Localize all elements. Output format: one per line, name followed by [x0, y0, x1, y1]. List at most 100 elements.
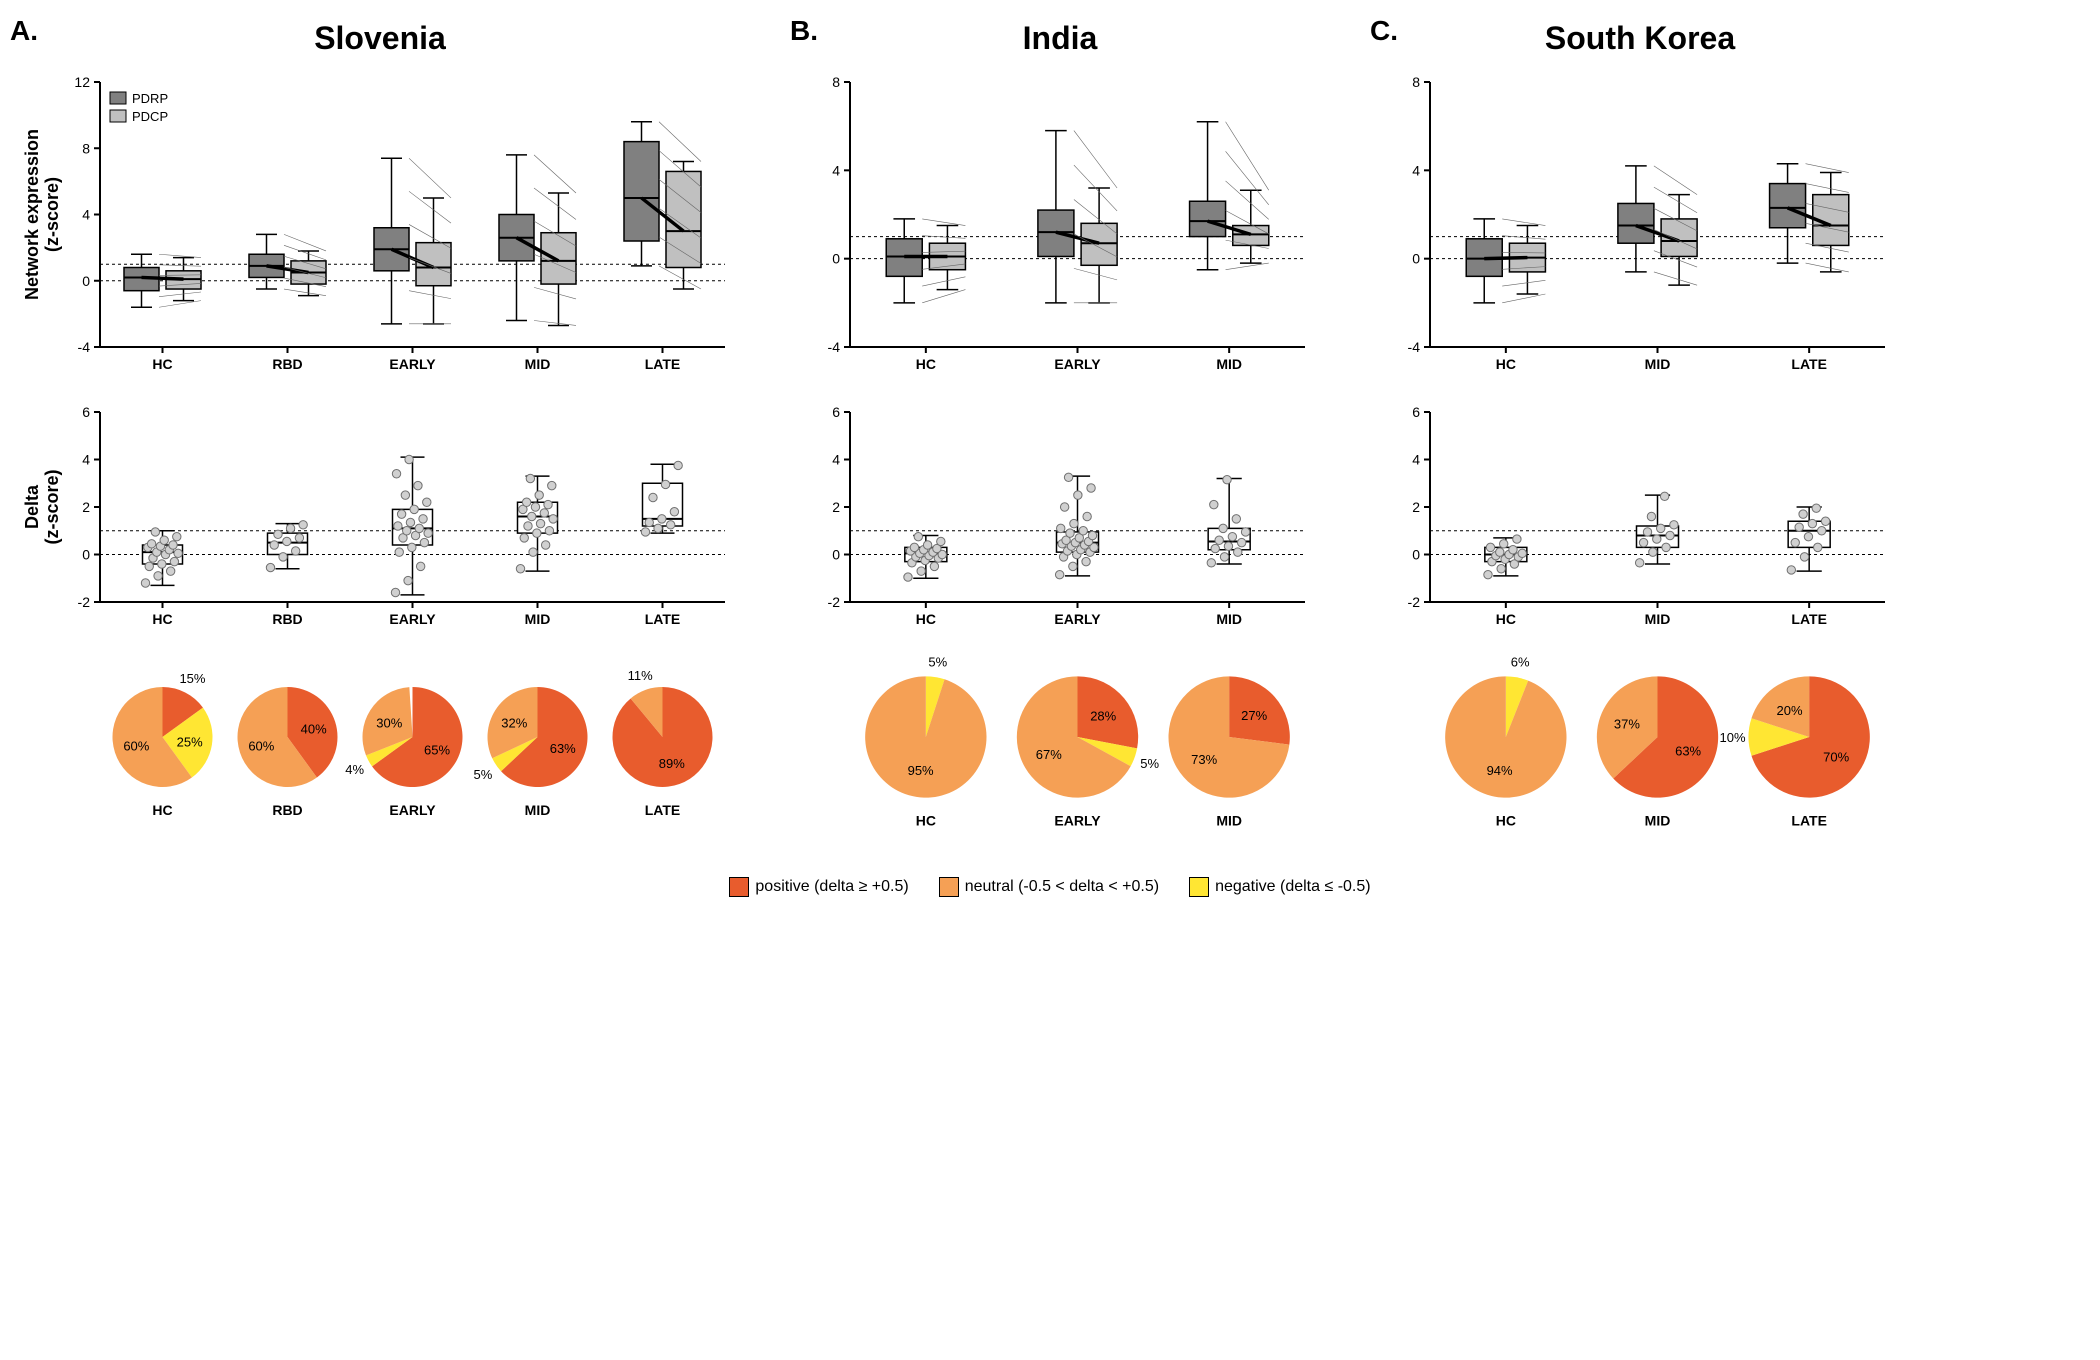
panel-A-boxplot: A.Slovenia-404812HCRBDEARLYMIDLATENetwor…	[20, 20, 740, 392]
legend-bottom: positive (delta ≥ +0.5)neutral (-0.5 < d…	[20, 877, 2080, 897]
svg-text:8: 8	[832, 74, 840, 90]
row-deltaplots: -2 0 2 4 6 HC RBD EARLY MID LATE Delta(z-score) -2 0…	[20, 402, 2080, 647]
svg-text:0: 0	[832, 251, 840, 267]
legend-label: negative (delta ≤ -0.5)	[1215, 878, 1371, 896]
row-pies: 15% 25% 60% HC 40% 60% RBD 65% 4% 30% EARLY 63% 5% 32…	[20, 657, 2080, 852]
svg-text:6: 6	[1412, 404, 1420, 420]
svg-text:Network expression: Network expression	[22, 129, 42, 300]
svg-text:PDRP: PDRP	[132, 91, 168, 106]
figure: A.Slovenia-404812HCRBDEARLYMIDLATENetwor…	[20, 20, 2080, 897]
svg-text:63%: 63%	[1675, 743, 1701, 758]
svg-text:8: 8	[1412, 74, 1420, 90]
legend-swatch	[939, 877, 959, 897]
svg-text:0: 0	[82, 273, 90, 289]
panel-label: B.	[790, 15, 818, 47]
panel-A-pies: 15%25%60%HC40%60%RBD65%4%30%EARLY63%5%32…	[20, 657, 740, 852]
svg-text:EARLY: EARLY	[389, 356, 436, 372]
svg-text:0: 0	[832, 547, 840, 563]
panel-B-delta: -20246HCEARLYMID	[800, 402, 1320, 647]
legend-label: positive (delta ≥ +0.5)	[755, 878, 908, 896]
delta-svg: -20246HCEARLYMID	[800, 402, 1320, 642]
panel-C-pies: 6% 94% HC 63% 37% MID 70% 10% 20% LATE	[1380, 657, 1900, 852]
svg-text:32%: 32%	[501, 715, 527, 730]
svg-text:0: 0	[82, 547, 90, 563]
svg-text:27%: 27%	[1241, 708, 1267, 723]
svg-text:RBD: RBD	[272, 611, 302, 627]
panel-label: A.	[10, 15, 38, 47]
svg-text:37%: 37%	[1614, 717, 1640, 732]
svg-text:MID: MID	[1645, 813, 1671, 829]
svg-text:63%: 63%	[550, 741, 576, 756]
svg-text:-4: -4	[1408, 339, 1421, 355]
svg-text:70%: 70%	[1823, 750, 1849, 765]
panel-label: C.	[1370, 15, 1398, 47]
svg-text:HC: HC	[152, 611, 172, 627]
svg-text:65%: 65%	[424, 742, 450, 757]
svg-text:0: 0	[1412, 251, 1420, 267]
pie-svg: 6% 94% HC 63% 37% MID 70% 10% 20% LATE	[1380, 657, 1900, 847]
svg-text:-2: -2	[78, 594, 91, 610]
panel-A-delta: -20246HCRBDEARLYMIDLATEDelta(z-score)	[20, 402, 740, 647]
svg-text:MID: MID	[1216, 356, 1242, 372]
svg-text:4: 4	[82, 452, 90, 468]
svg-text:LATE: LATE	[1791, 813, 1827, 829]
svg-text:73%: 73%	[1191, 752, 1217, 767]
svg-text:0: 0	[1412, 547, 1420, 563]
svg-text:RBD: RBD	[272, 356, 302, 372]
svg-text:94%: 94%	[1487, 763, 1513, 778]
svg-text:RBD: RBD	[272, 802, 302, 818]
svg-text:10%: 10%	[1719, 730, 1745, 745]
svg-text:HC: HC	[916, 356, 936, 372]
svg-text:HC: HC	[1496, 813, 1516, 829]
svg-text:Delta: Delta	[22, 484, 42, 529]
svg-text:4: 4	[832, 162, 840, 178]
country-title: South Korea	[1380, 20, 1900, 57]
legend-swatch	[729, 877, 749, 897]
boxplot-svg: -4048HCEARLYMID	[800, 67, 1320, 387]
country-title: India	[800, 20, 1320, 57]
svg-text:EARLY: EARLY	[389, 611, 436, 627]
svg-text:-2: -2	[828, 594, 841, 610]
pie-svg: 15%25%60%HC40%60%RBD65%4%30%EARLY63%5%32…	[20, 657, 740, 847]
svg-text:30%: 30%	[376, 715, 402, 730]
svg-text:MID: MID	[1216, 611, 1242, 627]
svg-text:4%: 4%	[345, 762, 364, 777]
legend-item: positive (delta ≥ +0.5)	[729, 877, 908, 897]
svg-text:MID: MID	[525, 802, 551, 818]
svg-text:8: 8	[82, 140, 90, 156]
svg-text:60%: 60%	[248, 738, 274, 753]
svg-text:6%: 6%	[1511, 657, 1530, 670]
svg-text:2: 2	[82, 499, 90, 515]
svg-text:15%: 15%	[179, 671, 205, 686]
delta-svg: -20246HCRBDEARLYMIDLATEDelta(z-score)	[20, 402, 740, 642]
svg-text:40%: 40%	[301, 722, 327, 737]
svg-text:MID: MID	[1645, 611, 1671, 627]
panel-B-boxplot: B.India-4048HCEARLYMID	[800, 20, 1320, 392]
row-boxplots: A.Slovenia-404812HCRBDEARLYMIDLATENetwor…	[20, 20, 2080, 392]
svg-text:12: 12	[74, 74, 90, 90]
svg-text:6: 6	[832, 404, 840, 420]
boxplot-svg: -404812HCRBDEARLYMIDLATENetwork expressi…	[20, 67, 740, 387]
svg-text:4: 4	[1412, 452, 1420, 468]
svg-text:MID: MID	[525, 611, 551, 627]
svg-text:-2: -2	[1408, 594, 1421, 610]
panel-B-pies: 5%95%HC28%5%67%EARLY27%73%MID	[800, 657, 1320, 852]
svg-text:20%: 20%	[1777, 703, 1803, 718]
svg-text:LATE: LATE	[645, 611, 681, 627]
legend-item: negative (delta ≤ -0.5)	[1189, 877, 1371, 897]
svg-text:HC: HC	[916, 611, 936, 627]
svg-text:25%: 25%	[177, 734, 203, 749]
country-title: Slovenia	[20, 20, 740, 57]
svg-text:EARLY: EARLY	[1054, 356, 1101, 372]
svg-text:EARLY: EARLY	[389, 802, 436, 818]
svg-text:4: 4	[82, 207, 90, 223]
svg-text:(z-score): (z-score)	[42, 469, 62, 544]
legend-swatch	[1189, 877, 1209, 897]
svg-text:MID: MID	[525, 356, 551, 372]
svg-text:5%: 5%	[474, 767, 493, 782]
boxplot-svg: -4048HCMIDLATE	[1380, 67, 1900, 387]
svg-text:LATE: LATE	[645, 802, 681, 818]
svg-text:2: 2	[832, 499, 840, 515]
svg-text:PDCP: PDCP	[132, 109, 168, 124]
svg-text:60%: 60%	[123, 738, 149, 753]
